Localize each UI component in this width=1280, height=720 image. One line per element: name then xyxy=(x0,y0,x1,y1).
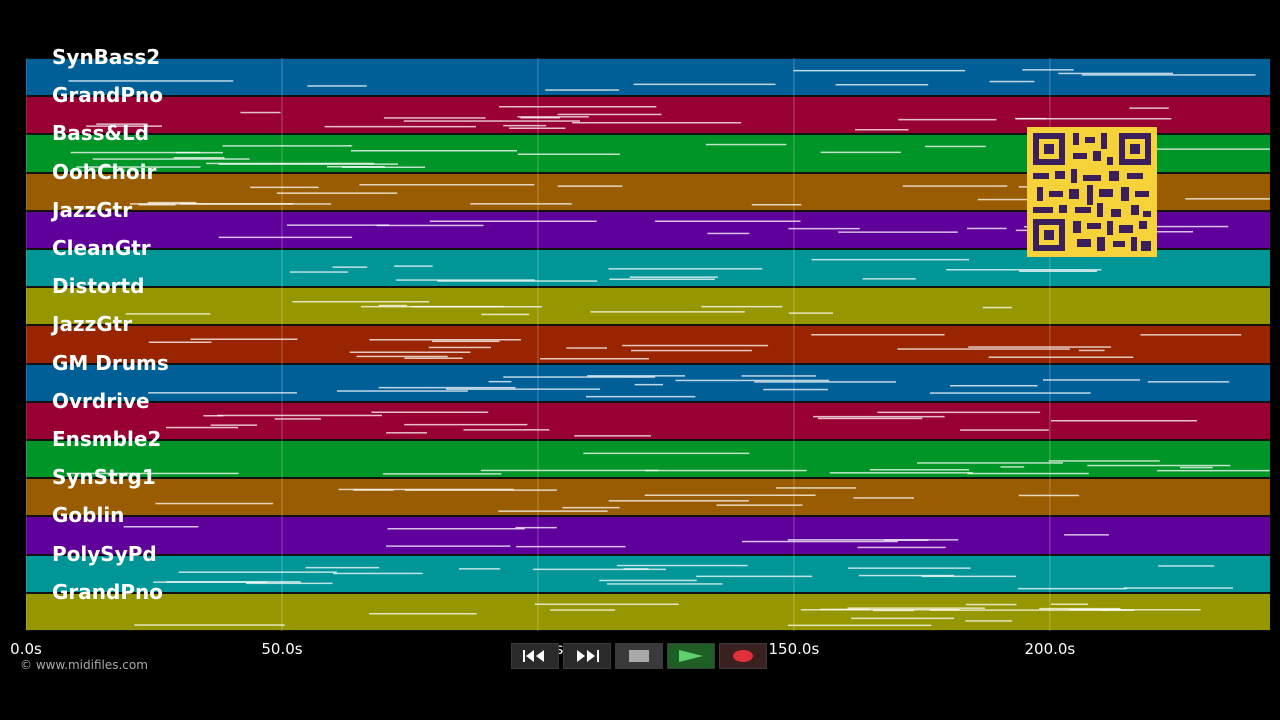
track-lane xyxy=(26,516,1270,555)
note-lines xyxy=(148,334,1242,360)
track-name: Goblin xyxy=(52,503,125,528)
time-tick-label: 200.0s xyxy=(1024,640,1076,658)
track-name: GrandPno xyxy=(52,579,163,604)
note-lines xyxy=(66,452,1270,475)
track-lane xyxy=(26,401,1270,440)
track-name: PolySyPd xyxy=(52,541,157,566)
track-name: Distortd xyxy=(52,274,145,299)
note-lines xyxy=(86,106,1172,131)
track-name: SynStrg1 xyxy=(52,465,156,490)
track-name: CleanGtr xyxy=(52,236,151,260)
stop-button[interactable] xyxy=(615,643,663,669)
track-lane xyxy=(26,287,1270,326)
copyright-text: © www.midifiles.com xyxy=(20,658,148,672)
qr-code xyxy=(1027,127,1157,257)
track-name: Bass&Ld xyxy=(52,121,150,146)
track-lane xyxy=(26,363,1270,402)
track-name: JazzGtr xyxy=(52,197,133,222)
record-icon xyxy=(733,650,753,662)
note-lines xyxy=(153,564,1233,589)
track-name: GM Drums xyxy=(52,350,169,375)
track-name: Ensmble2 xyxy=(52,427,162,451)
track-name: Ovrdrive xyxy=(52,388,150,413)
time-tick-label: 150.0s xyxy=(768,640,820,658)
fast-forward-button[interactable] xyxy=(563,643,611,669)
track-lane xyxy=(26,592,1270,631)
note-lines xyxy=(123,526,1109,549)
record-button[interactable] xyxy=(719,643,767,669)
stop-icon xyxy=(629,650,649,662)
track-lane xyxy=(26,478,1270,517)
play-button[interactable] xyxy=(667,643,715,669)
note-lines xyxy=(125,301,1012,316)
note-lines xyxy=(289,258,1102,282)
rewind-button[interactable] xyxy=(511,643,559,669)
track-lane xyxy=(26,325,1270,364)
time-tick-label: 0.0s xyxy=(10,640,42,658)
track-name: OohChoir xyxy=(52,159,157,184)
track-lane xyxy=(26,554,1270,593)
track-name: SynBass2 xyxy=(52,45,161,69)
time-tick-label: 50.0s xyxy=(261,640,303,658)
note-lines xyxy=(155,487,1080,513)
track-lane xyxy=(26,58,1270,97)
note-lines xyxy=(70,144,1270,169)
play-icon xyxy=(679,650,703,662)
note-lines xyxy=(148,374,1230,397)
track-name: GrandPno xyxy=(52,83,163,108)
fast-forward-icon xyxy=(577,650,599,662)
note-lines xyxy=(68,69,1256,91)
rewind-icon xyxy=(523,650,544,662)
track-name: JazzGtr xyxy=(52,312,133,337)
track-lane xyxy=(26,440,1270,479)
note-lines xyxy=(166,411,1197,437)
transport-controls xyxy=(511,643,767,670)
note-lines xyxy=(134,603,1201,626)
